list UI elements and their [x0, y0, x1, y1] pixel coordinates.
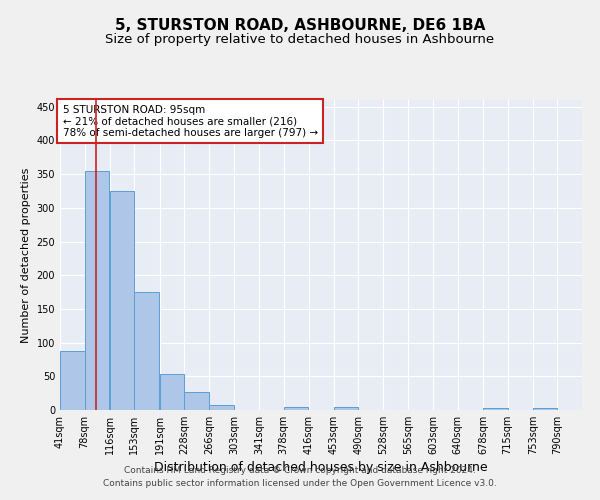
Bar [334, 406, 358, 410]
Bar [134, 292, 159, 410]
Text: 5 STURSTON ROAD: 95sqm
← 21% of detached houses are smaller (216)
78% of semi-de: 5 STURSTON ROAD: 95sqm ← 21% of detached… [62, 104, 318, 138]
Bar [209, 404, 234, 410]
Text: Size of property relative to detached houses in Ashbourne: Size of property relative to detached ho… [106, 32, 494, 46]
Bar [60, 350, 85, 410]
Bar [533, 408, 557, 410]
Bar [184, 392, 209, 410]
Bar [110, 191, 134, 410]
Y-axis label: Number of detached properties: Number of detached properties [21, 168, 31, 342]
Bar [85, 171, 109, 410]
X-axis label: Distribution of detached houses by size in Ashbourne: Distribution of detached houses by size … [154, 461, 488, 474]
Text: Contains HM Land Registry data © Crown copyright and database right 2024.
Contai: Contains HM Land Registry data © Crown c… [103, 466, 497, 487]
Bar [160, 374, 184, 410]
Text: 5, STURSTON ROAD, ASHBOURNE, DE6 1BA: 5, STURSTON ROAD, ASHBOURNE, DE6 1BA [115, 18, 485, 32]
Bar [483, 408, 508, 410]
Bar [284, 406, 308, 410]
